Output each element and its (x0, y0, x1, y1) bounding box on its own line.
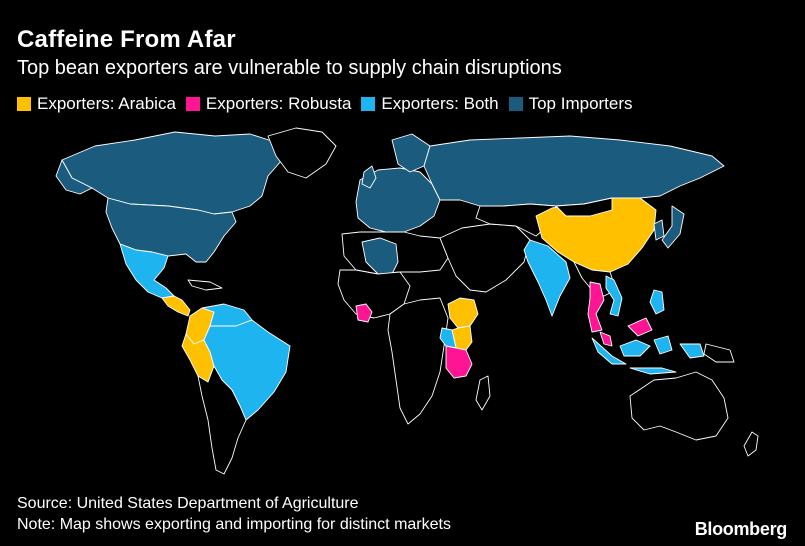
bloomberg-logo: Bloomberg (694, 519, 788, 539)
map-region-algeria (361, 237, 399, 275)
legend-item-arabica: Exporters: Arabica (17, 94, 176, 114)
map-region-greenland (267, 127, 337, 179)
world-map (55, 127, 759, 475)
map-note: Note: Map shows exporting and importing … (17, 516, 451, 533)
map-region-canada (61, 131, 283, 215)
legend-label-both: Exporters: Both (381, 94, 499, 113)
map-region-korea (653, 219, 665, 241)
map-region-central-africa (387, 297, 449, 425)
map-region-philippines (649, 289, 665, 315)
map-region-thailand (587, 281, 605, 333)
chart-title: Caffeine From Afar (17, 26, 236, 53)
legend-item-importers: Top Importers (508, 94, 633, 114)
map-region-europe (355, 167, 441, 233)
map-region-madagascar (475, 375, 491, 411)
map-region-mongolia (555, 197, 613, 217)
map-region-malaysia (599, 317, 653, 347)
map-region-alaska (55, 159, 93, 195)
map-region-middle-east (439, 223, 531, 293)
map-region-russia (423, 135, 725, 207)
map-region-vietnam (605, 275, 623, 317)
map-region-tanzania (445, 345, 473, 379)
legend-swatch-both (361, 97, 376, 111)
map-region-uk (361, 165, 377, 189)
legend-item-both: Exporters: Both (361, 94, 499, 114)
map-region-png (703, 343, 735, 363)
legend-label-importers: Top Importers (528, 94, 633, 113)
legend-swatch-importers (508, 97, 523, 111)
map-region-australia (629, 371, 729, 441)
map-region-indonesia (591, 335, 705, 375)
legend-swatch-arabica (17, 97, 31, 111)
map-region-mexico (119, 243, 175, 299)
map-region-new-zealand (743, 431, 759, 457)
legend-label-robusta: Exporters: Robusta (205, 94, 352, 113)
legend: Exporters: Arabica Exporters: Robusta Ex… (17, 94, 643, 114)
source-note: Source: United States Department of Agri… (17, 495, 359, 512)
map-region-india (523, 239, 571, 317)
map-region-ethiopia (447, 297, 479, 329)
map-region-japan (661, 205, 685, 249)
map-region-caribbean (187, 279, 223, 291)
map-region-ivory-coast (355, 303, 373, 323)
map-region-central-america (161, 295, 191, 317)
chart-subtitle: Top bean exporters are vulnerable to sup… (17, 57, 562, 79)
legend-swatch-robusta (185, 97, 200, 111)
legend-item-robusta: Exporters: Robusta (185, 94, 352, 114)
legend-label-arabica: Exporters: Arabica (37, 94, 176, 113)
map-region-southern-cone (197, 365, 247, 475)
map-region-brazil (203, 319, 291, 421)
